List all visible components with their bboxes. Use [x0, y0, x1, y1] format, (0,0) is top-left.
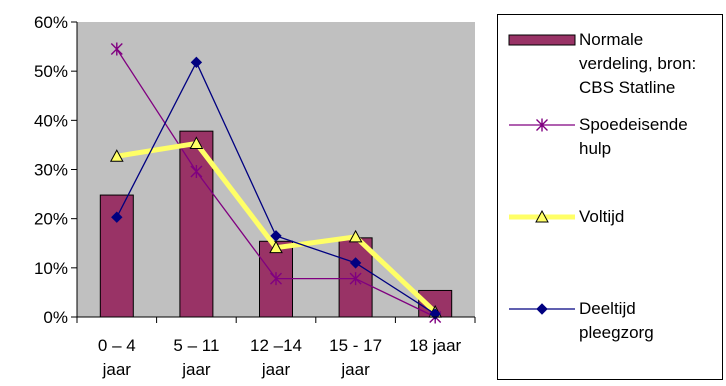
- y-tick-label: 0%: [43, 308, 68, 327]
- data-point: [270, 272, 282, 286]
- legend-marker: [535, 209, 549, 223]
- legend-item: Deeltijd pleegzorg: [509, 299, 654, 342]
- data-point: [110, 42, 123, 56]
- y-tick-label: 10%: [34, 259, 68, 278]
- legend-items: Normale verdeling, bron: CBS Statline Spoed…: [508, 30, 696, 342]
- legend-marker: [536, 118, 548, 132]
- x-tick-label: 5 – 11 jaar: [173, 336, 219, 379]
- x-tick-label: 0 – 4 jaar: [98, 336, 136, 379]
- data-point: [269, 240, 283, 254]
- data-point: [190, 164, 203, 178]
- data-point: [348, 229, 363, 243]
- data-point: [189, 136, 204, 149]
- bar: [179, 130, 214, 318]
- data-point: [111, 211, 123, 223]
- legend-label: Deeltijd pleegzorg: [579, 299, 654, 342]
- line-series: [109, 42, 443, 324]
- legend-marker: [536, 303, 548, 315]
- data-point: [190, 56, 203, 69]
- y-tick-label: 20%: [34, 210, 68, 229]
- x-tick-label: 18 jaar: [409, 336, 461, 355]
- data-point: [349, 257, 362, 269]
- data-point: [270, 230, 282, 242]
- data-point: [109, 149, 124, 162]
- bar-series: [99, 130, 453, 318]
- legend: Normale verdeling, bron: CBS Statline Spoed…: [497, 14, 723, 380]
- y-axis: 0% 10% 20% 30% 40% 50% 60%: [34, 13, 78, 327]
- legend-label: Normale verdeling, bron: CBS Statline: [579, 30, 696, 97]
- legend-item: Spoedeisende hulp: [509, 115, 688, 158]
- legend-label: Voltijd: [579, 207, 624, 226]
- x-axis: 0 – 4 jaar 5 – 11 jaar 12 –14 jaar 15 - 17 jaar…: [76, 316, 476, 379]
- x-tick-label: 12 –14 jaar: [250, 336, 302, 379]
- legend-label: Spoedeisende hulp: [579, 115, 688, 158]
- y-tick-label: 40%: [34, 111, 68, 130]
- legend-item: Voltijd: [509, 207, 624, 226]
- y-tick-label: 60%: [34, 13, 68, 32]
- x-tick-label: 15 - 17 jaar: [329, 336, 382, 379]
- legend-swatch: [508, 34, 576, 46]
- y-tick-label: 30%: [34, 161, 68, 180]
- legend-item: Normale verdeling, bron: CBS Statline: [508, 30, 696, 97]
- y-tick-label: 50%: [34, 62, 68, 81]
- data-point: [349, 272, 362, 286]
